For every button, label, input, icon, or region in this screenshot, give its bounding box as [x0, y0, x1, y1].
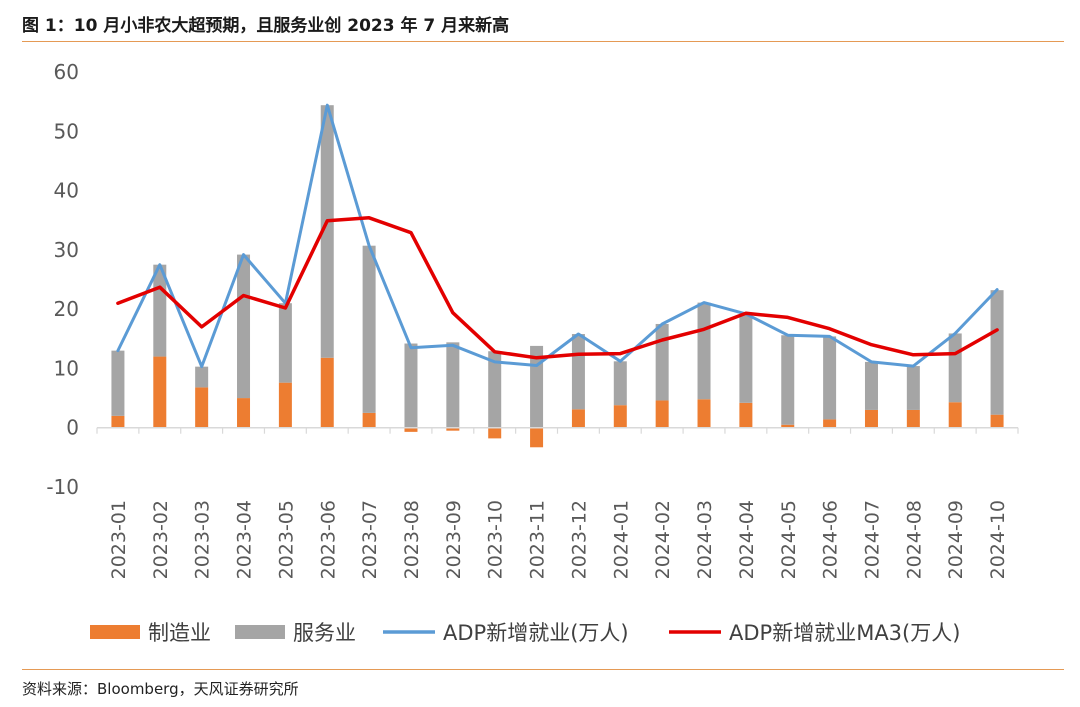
- x-tick-label: 2023-06: [317, 500, 339, 579]
- bar-services: [362, 245, 376, 413]
- bar-manufacturing: [613, 405, 627, 428]
- bar-services: [739, 313, 753, 403]
- bar-manufacturing: [278, 382, 292, 428]
- source-divider: [22, 669, 1064, 670]
- y-tick-label: 50: [54, 119, 79, 143]
- legend-item-adp-ma3: ADP新增就业MA3(万人): [669, 621, 960, 645]
- bar-services: [948, 333, 962, 403]
- line-marks: [116, 103, 999, 369]
- bar-services: [571, 334, 585, 410]
- bar-services: [823, 336, 837, 420]
- y-tick-label: 40: [54, 179, 79, 203]
- bar-services: [613, 361, 627, 406]
- bar-manufacturing: [906, 409, 920, 428]
- legend-swatch: [90, 625, 140, 639]
- bar-services: [990, 290, 1004, 415]
- bar-manufacturing: [781, 424, 795, 428]
- bar-manufacturing: [823, 419, 837, 428]
- bar-manufacturing: [571, 409, 585, 428]
- bar-services: [404, 343, 418, 428]
- legend-label: ADP新增就业MA3(万人): [729, 621, 960, 645]
- bar-services: [655, 323, 669, 401]
- bar-services: [488, 351, 502, 428]
- x-tick-label: 2024-08: [903, 500, 925, 579]
- bar-services: [237, 254, 251, 399]
- x-axis-ticks: 2023-01 2023-02 2023-03 2023-04 2023-05 2023-…: [96, 427, 1019, 579]
- x-tick-label: 2024-10: [987, 500, 1009, 579]
- x-tick-label: 2023-08: [401, 500, 423, 579]
- y-tick-label: -10: [46, 475, 79, 499]
- bar-manufacturing: [195, 387, 209, 428]
- bar-manufacturing: [488, 427, 502, 439]
- x-tick-label: 2023-01: [108, 500, 130, 579]
- bar-manufacturing: [864, 409, 878, 428]
- line-adp: [116, 103, 999, 369]
- x-tick-label: 2024-03: [694, 500, 716, 579]
- bar-manufacturing: [990, 414, 1004, 428]
- legend-item-adp: ADP新增就业(万人): [383, 621, 629, 645]
- bar-services: [195, 366, 209, 388]
- bar-manufacturing: [111, 415, 125, 428]
- y-tick-label: 10: [54, 356, 79, 380]
- legend-label: 制造业: [148, 621, 211, 645]
- y-axis-ticks: 60 50 40 30 20 10 0 -10: [46, 60, 79, 499]
- bar-services: [906, 366, 920, 410]
- bar-services: [697, 302, 711, 400]
- x-tick-label: 2023-12: [568, 500, 590, 579]
- x-tick-label: 2023-02: [150, 500, 172, 579]
- bar-marks: [111, 105, 1004, 448]
- y-tick-label: 0: [66, 416, 79, 440]
- bar-manufacturing: [153, 356, 167, 428]
- x-tick-label: 2023-09: [443, 500, 465, 579]
- bar-services: [864, 361, 878, 410]
- bar-manufacturing: [320, 357, 334, 428]
- line-adp-ma3: [116, 216, 999, 360]
- bar-manufacturing: [362, 412, 376, 428]
- bar-services: [320, 105, 334, 358]
- x-tick-label: 2024-04: [736, 500, 758, 579]
- figure-title: 图 1：10 月小非农大超预期，且服务业创 2023 年 7 月来新高: [22, 16, 510, 36]
- y-tick-label: 20: [54, 297, 79, 321]
- legend-item-manufacturing: 制造业: [90, 621, 211, 645]
- x-tick-label: 2023-05: [275, 500, 297, 579]
- y-tick-label: 60: [54, 60, 79, 84]
- bar-manufacturing: [404, 427, 418, 432]
- bar-manufacturing: [739, 402, 753, 428]
- x-tick-label: 2024-07: [861, 500, 883, 579]
- y-tick-label: 30: [54, 238, 79, 262]
- bar-services: [111, 350, 125, 416]
- legend-item-services: 服务业: [235, 621, 356, 645]
- title-divider: [22, 41, 1064, 42]
- x-tick-label: 2024-09: [945, 500, 967, 579]
- legend-swatch: [235, 625, 285, 639]
- legend-label: ADP新增就业(万人): [443, 621, 629, 645]
- legend: 制造业 服务业 ADP新增就业(万人) ADP新增就业MA3(万人): [90, 621, 960, 645]
- bar-services: [781, 335, 795, 425]
- x-tick-label: 2024-01: [610, 500, 632, 579]
- x-tick-label: 2023-03: [192, 500, 214, 579]
- source-note: 资料来源：Bloomberg，天风证券研究所: [22, 680, 299, 698]
- bar-manufacturing: [530, 427, 544, 448]
- x-tick-label: 2023-11: [527, 500, 549, 579]
- bar-services: [446, 342, 460, 428]
- bar-manufacturing: [948, 402, 962, 428]
- bar-manufacturing: [655, 400, 669, 428]
- bar-services: [278, 303, 292, 383]
- x-tick-label: 2023-07: [359, 500, 381, 579]
- x-tick-label: 2023-10: [485, 500, 507, 579]
- x-tick-label: 2024-06: [820, 500, 842, 579]
- x-tick-label: 2024-05: [778, 500, 800, 579]
- x-tick-label: 2024-02: [652, 500, 674, 579]
- bar-manufacturing: [446, 427, 460, 431]
- bar-manufacturing: [237, 398, 251, 428]
- x-tick-label: 2023-04: [234, 500, 256, 579]
- legend-label: 服务业: [293, 621, 356, 645]
- bar-manufacturing: [697, 399, 711, 428]
